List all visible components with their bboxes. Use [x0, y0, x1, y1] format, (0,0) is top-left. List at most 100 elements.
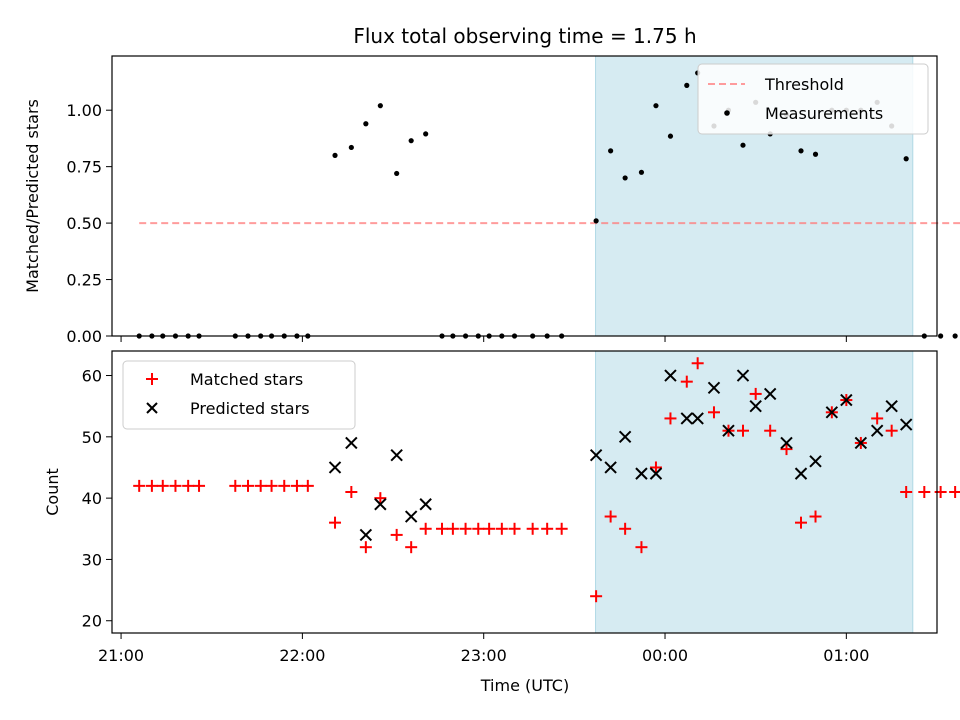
matched-star-point: [390, 528, 403, 541]
predicted-star-point: [899, 418, 913, 431]
ratio-y-label: Matched/Predicted stars: [23, 99, 42, 293]
matched-star-point: [459, 522, 472, 535]
measurement-point: [622, 175, 628, 181]
predicted-star-point: [419, 498, 432, 511]
predicted-star-point: [763, 387, 777, 401]
matched-star-point: [290, 479, 303, 492]
measurement-point: [638, 169, 645, 175]
predicted-star-point: [707, 381, 721, 394]
matched-star-point: [691, 357, 704, 370]
predicted-star-point: [604, 461, 617, 474]
matched-star-point: [193, 479, 206, 492]
predicted-star-point: [649, 467, 663, 480]
legend-predicted-swatch: [146, 402, 158, 414]
predicted-star-point: [840, 393, 853, 407]
matched-star-point: [278, 479, 291, 492]
x-tick-label: 23:00: [461, 646, 507, 665]
matched-star-point: [446, 522, 459, 535]
matched-star-point: [680, 375, 693, 388]
matched-star-point: [169, 479, 182, 492]
matched-star-point: [795, 516, 808, 529]
legend-matched-label: Matched stars: [190, 370, 303, 389]
measurement-point: [608, 148, 614, 154]
matched-star-point: [764, 424, 777, 437]
matched-star-point: [133, 479, 146, 492]
counts-span: [595, 350, 914, 634]
measurement-point: [377, 103, 383, 109]
measurement-point: [684, 82, 690, 88]
predicted-star-point: [328, 461, 342, 474]
x-tick-label: 01:00: [823, 646, 869, 665]
matched-star-point: [374, 492, 387, 505]
matched-star-point: [780, 443, 793, 456]
y-tick-label: 0.50: [66, 214, 102, 233]
predicted-star-point: [736, 369, 750, 382]
predicted-star-point: [589, 449, 603, 462]
matched-star-point: [495, 522, 508, 535]
matched-star-point: [508, 522, 521, 535]
predicted-star-point: [374, 498, 387, 511]
legend-measurements-swatch: [724, 110, 730, 116]
legend-threshold-label: Threshold: [764, 75, 844, 94]
y-tick-label: 40: [82, 489, 102, 508]
measurement-point: [952, 333, 958, 339]
counts-legend: Matched stars Predicted stars: [122, 360, 356, 430]
legend-measurements-label: Measurements: [765, 104, 883, 123]
y-tick-label: 20: [82, 612, 102, 631]
matched-star-point: [301, 479, 314, 492]
y-tick-label: 0.00: [66, 327, 102, 346]
matched-star-point: [182, 479, 195, 492]
measurement-point: [408, 138, 414, 144]
counts-legend-box: [122, 360, 356, 430]
predicted-star-point: [722, 424, 735, 437]
predicted-star-point: [870, 424, 884, 437]
matched-star-point: [918, 486, 931, 498]
matched-star-point: [635, 541, 648, 554]
measurement-point: [423, 131, 429, 137]
predicted-star-point: [635, 467, 648, 480]
matched-star-point: [265, 479, 278, 492]
matched-star-point: [590, 590, 603, 603]
matched-star-point: [555, 522, 568, 535]
predicted-star-point: [664, 369, 677, 382]
y-tick-label: 60: [82, 367, 102, 386]
matched-star-point: [254, 479, 267, 492]
ratio-x-ticks: [120, 336, 847, 342]
predicted-star-point: [825, 406, 839, 419]
matched-star-point: [949, 486, 960, 498]
y-tick-label: 30: [82, 550, 102, 569]
predicted-star-point: [794, 467, 808, 480]
measurement-point: [667, 133, 674, 139]
matched-star-point: [472, 522, 485, 535]
count-points: [133, 357, 960, 603]
ratio-legend: Threshold Measurements: [697, 63, 929, 135]
matched-star-point: [736, 424, 749, 437]
matched-star-point: [345, 486, 358, 498]
matched-star-point: [707, 406, 720, 419]
matched-star-point: [436, 522, 448, 535]
predicted-star-point: [809, 455, 822, 468]
measurement-point: [938, 333, 944, 339]
matched-star-point: [619, 522, 632, 535]
matched-star-point: [359, 541, 372, 554]
ratio-y-ticks: 0.00 0.25 0.50 0.75 1.00: [66, 101, 112, 346]
predicted-star-point: [404, 510, 418, 523]
predicted-star-point: [359, 528, 373, 542]
measurement-point: [798, 148, 804, 154]
ratio-legend-box: [697, 63, 929, 135]
matched-star-point: [329, 516, 342, 529]
measurement-point: [740, 142, 746, 148]
x-tick-label: 00:00: [642, 646, 688, 665]
ratio-axes-frame: [111, 55, 938, 337]
y-tick-label: 50: [82, 428, 102, 447]
predicted-star-point: [680, 412, 693, 425]
y-tick-label: 0.25: [66, 271, 102, 290]
matched-star-point: [229, 479, 242, 492]
measurement-point: [332, 152, 338, 158]
ratio-panel: 0.00 0.25 0.50 0.75 1.00 Matched/Predicted s…: [23, 55, 960, 346]
matched-star-point: [809, 510, 822, 523]
counts-y-label: Count: [43, 468, 62, 516]
counts-y-ticks: 20 30 40 50 60: [82, 367, 112, 631]
